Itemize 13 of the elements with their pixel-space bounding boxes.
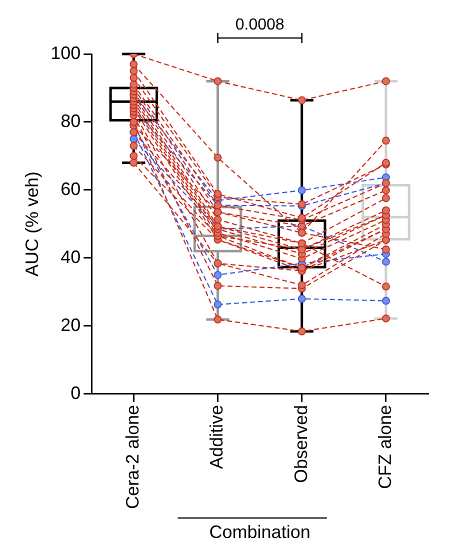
y-tick-label: 100 <box>50 42 81 63</box>
y-tick-label: 20 <box>60 314 81 335</box>
x-tick-label: Observed <box>290 404 311 483</box>
x-tick-label: Cera-2 alone <box>122 404 143 509</box>
x-tick-label: Additive <box>206 404 227 469</box>
y-tick-label: 80 <box>60 110 81 131</box>
x-tick-label: CFZ alone <box>374 404 395 489</box>
text: Combination <box>209 522 310 542</box>
text: 0.0008 <box>235 16 284 34</box>
y-axis-title: AUC (% veh) <box>22 171 42 276</box>
y-tick-label: 0 <box>70 382 81 403</box>
y-tick-label: 40 <box>60 246 81 267</box>
y-tick-label: 60 <box>60 178 81 199</box>
